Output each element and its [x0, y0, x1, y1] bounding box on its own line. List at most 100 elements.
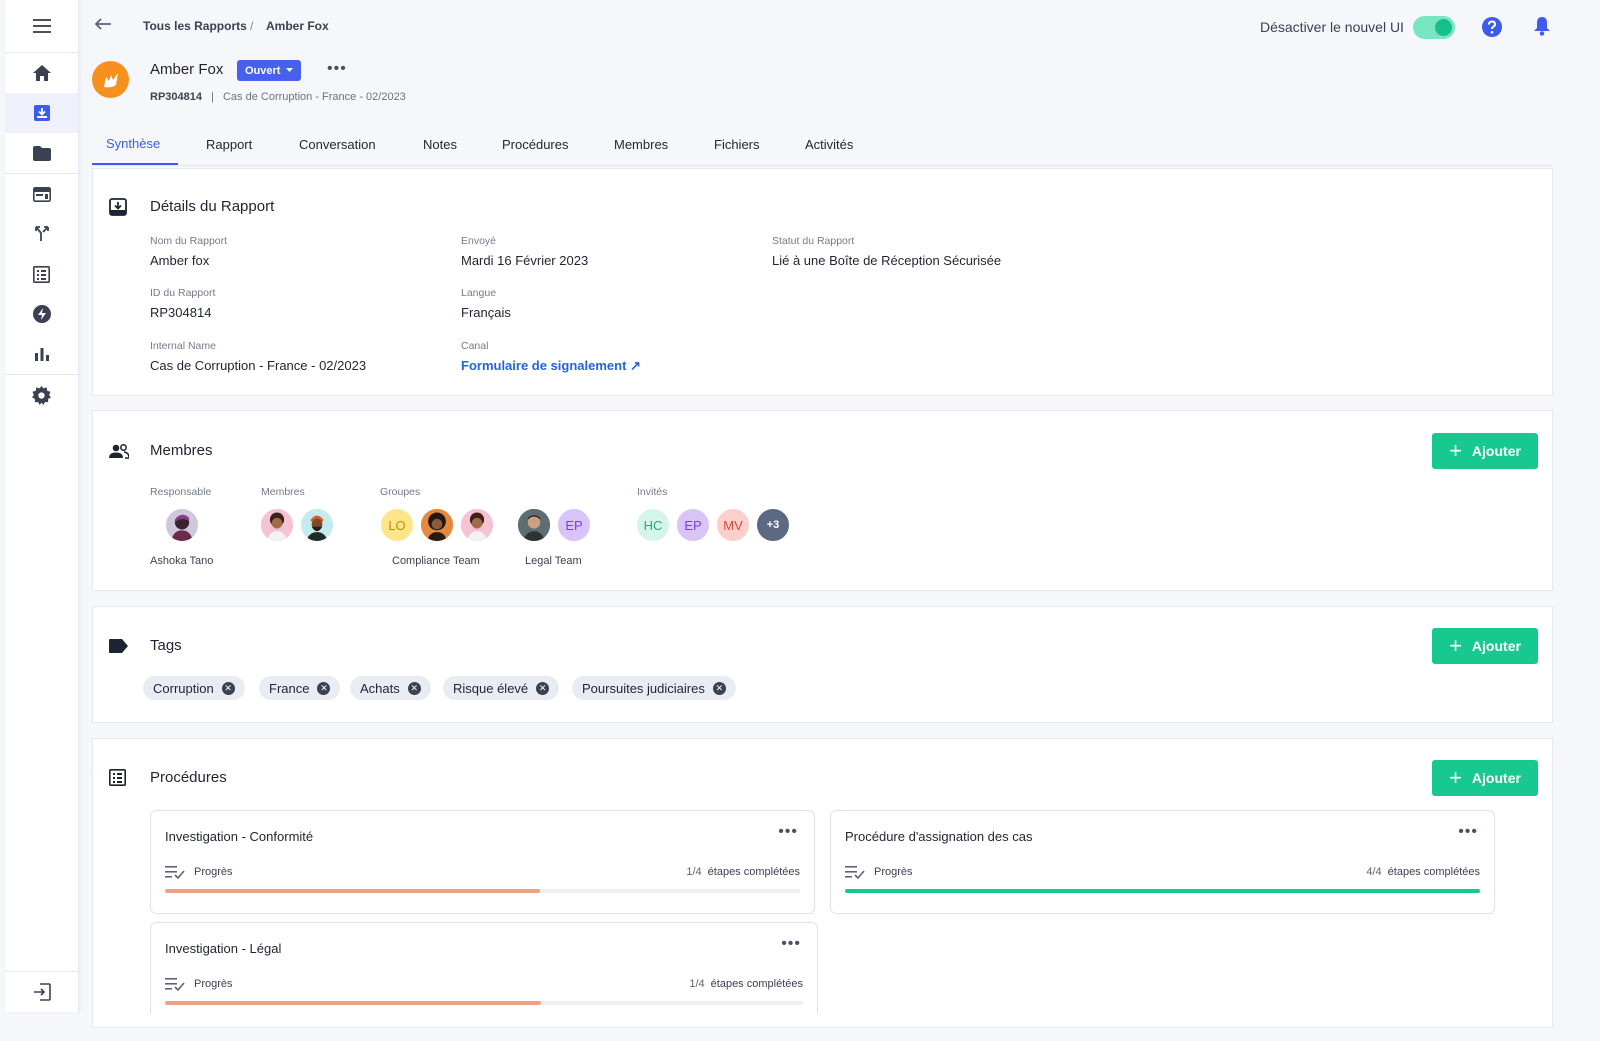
- plus-icon: +: [1449, 633, 1462, 658]
- breadcrumb-separator: /: [250, 19, 254, 33]
- logout-icon[interactable]: [5, 972, 78, 1012]
- remove-tag-icon[interactable]: ✕: [407, 681, 421, 695]
- tags-card: Tags + Ajouter: [92, 606, 1553, 723]
- procedure-card[interactable]: Investigation - Légal ••• Progrès 1/4 éta…: [150, 922, 818, 1014]
- field-value: Cas de Corruption - France - 02/2023: [150, 358, 367, 373]
- member-avatar[interactable]: [299, 507, 335, 543]
- chevron-down-icon: [286, 68, 294, 72]
- sidebar-divider: [5, 173, 78, 174]
- progress-bar-fill: [165, 1001, 542, 1005]
- steps-label: étapes complétées: [710, 978, 803, 990]
- procedure-card[interactable]: Investigation - Conformité ••• Progrès 1…: [150, 810, 815, 914]
- list-icon[interactable]: [5, 254, 78, 294]
- progress-label: Progrès: [194, 866, 233, 878]
- report-details-card: Détails du Rapport Nom du Rapport Amber …: [92, 168, 1553, 396]
- remove-tag-icon[interactable]: ✕: [221, 681, 235, 695]
- procedure-title: Investigation - Légal: [165, 941, 282, 956]
- new-ui-toggle[interactable]: [1413, 16, 1455, 39]
- folder-icon[interactable]: [5, 133, 78, 173]
- steps-count: 1/4: [686, 866, 702, 878]
- remove-tag-icon[interactable]: ✕: [536, 681, 550, 695]
- report-internal-name: Cas de Corruption - France - 02/2023: [222, 91, 406, 103]
- add-label: Ajouter: [1471, 443, 1521, 459]
- help-icon[interactable]: [1481, 16, 1503, 38]
- bolt-icon[interactable]: [5, 294, 78, 334]
- status-dropdown[interactable]: Ouvert: [237, 60, 302, 81]
- tab-procedures[interactable]: Procédures: [502, 137, 569, 152]
- procedure-title: Procédure d'assignation des cas: [845, 829, 1033, 844]
- menu-icon[interactable]: [5, 6, 78, 46]
- group-member-avatar[interactable]: [459, 507, 495, 543]
- progress-label: Progrès: [874, 866, 913, 878]
- tabs-divider: [92, 165, 1553, 166]
- member-avatar[interactable]: [259, 507, 295, 543]
- tab-conversation[interactable]: Conversation: [299, 137, 376, 152]
- more-options-icon[interactable]: •••: [327, 60, 347, 77]
- field-value: RP304814: [150, 305, 212, 320]
- inbox-icon[interactable]: [5, 93, 78, 133]
- procedure-card[interactable]: Procédure d'assignation des cas ••• Prog…: [830, 810, 1495, 914]
- sidebar-divider: [5, 374, 78, 375]
- tag-label: Risque élevé: [453, 680, 529, 696]
- invited-avatar[interactable]: MV: [715, 507, 751, 543]
- field-value: Français: [461, 305, 511, 320]
- progress-bar: [165, 889, 800, 893]
- group-member-avatar[interactable]: [419, 507, 455, 543]
- more-options-icon[interactable]: •••: [778, 823, 798, 840]
- analytics-icon[interactable]: [5, 334, 78, 374]
- tag-label: Corruption: [153, 680, 214, 696]
- progress-count: 4/4 étapes complétées: [1366, 866, 1480, 878]
- tag-chip: Poursuites judiciaires ✕: [572, 676, 736, 700]
- add-tag-button[interactable]: + Ajouter: [1432, 628, 1538, 664]
- group-member-avatar[interactable]: [516, 507, 552, 543]
- workflow-icon[interactable]: [5, 214, 78, 254]
- tab-fichiers[interactable]: Fichiers: [714, 137, 760, 152]
- group-member-avatar[interactable]: LO: [379, 507, 415, 543]
- report-avatar-logo: [92, 61, 129, 98]
- members-card: Membres + Ajouter Responsable Ashoka Tano…: [92, 410, 1553, 591]
- more-options-icon[interactable]: •••: [1458, 823, 1478, 840]
- field-label: Statut du Rapport: [772, 235, 855, 247]
- back-arrow-icon[interactable]: [94, 17, 114, 37]
- more-options-icon[interactable]: •••: [781, 935, 801, 952]
- notification-bell-icon[interactable]: [1533, 16, 1553, 38]
- dashboard-icon[interactable]: [5, 174, 78, 214]
- field-label: Langue: [461, 287, 497, 299]
- home-icon[interactable]: [5, 53, 78, 93]
- more-invited-badge[interactable]: +3: [755, 507, 791, 543]
- add-procedure-button[interactable]: + Ajouter: [1432, 760, 1538, 796]
- settings-icon[interactable]: [5, 375, 78, 415]
- tab-synthese[interactable]: Synthèse: [106, 136, 161, 151]
- new-ui-toggle-label: Désactiver le nouvel UI: [1260, 19, 1404, 35]
- responsible-avatar[interactable]: [164, 507, 200, 543]
- progress-bar-fill: [165, 889, 540, 893]
- group-member-avatar[interactable]: EP: [556, 507, 592, 543]
- details-title: Détails du Rapport: [150, 198, 275, 215]
- add-label: Ajouter: [1471, 638, 1521, 654]
- field-value: Amber fox: [150, 253, 210, 268]
- remove-tag-icon[interactable]: ✕: [712, 681, 726, 695]
- channel-link[interactable]: Formulaire de signalement ↗: [461, 358, 641, 373]
- steps-count: 1/4: [689, 978, 705, 990]
- status-label: Ouvert: [245, 64, 281, 77]
- progress-icon: [845, 866, 865, 879]
- tab-notes[interactable]: Notes: [423, 137, 457, 152]
- remove-tag-icon[interactable]: ✕: [317, 681, 331, 695]
- steps-label: étapes complétées: [1387, 866, 1480, 878]
- add-member-button[interactable]: + Ajouter: [1432, 433, 1538, 469]
- tab-membres[interactable]: Membres: [614, 137, 669, 152]
- tag-chip: Corruption ✕: [143, 676, 245, 700]
- field-value: Mardi 16 Février 2023: [461, 253, 589, 268]
- plus-icon: +: [1449, 765, 1462, 790]
- breadcrumb-all-reports[interactable]: Tous les Rapports: [143, 19, 247, 33]
- tags-title: Tags: [150, 637, 182, 654]
- invited-avatar[interactable]: EP: [675, 507, 711, 543]
- sidebar-divider: [5, 52, 78, 53]
- invited-label: Invités: [637, 486, 668, 498]
- invited-avatar[interactable]: HC: [635, 507, 671, 543]
- progress-bar: [845, 889, 1480, 893]
- tab-rapport[interactable]: Rapport: [206, 137, 253, 152]
- tab-activites[interactable]: Activités: [805, 137, 854, 152]
- steps-label: étapes complétées: [707, 866, 800, 878]
- breadcrumb-current: Amber Fox: [266, 19, 329, 33]
